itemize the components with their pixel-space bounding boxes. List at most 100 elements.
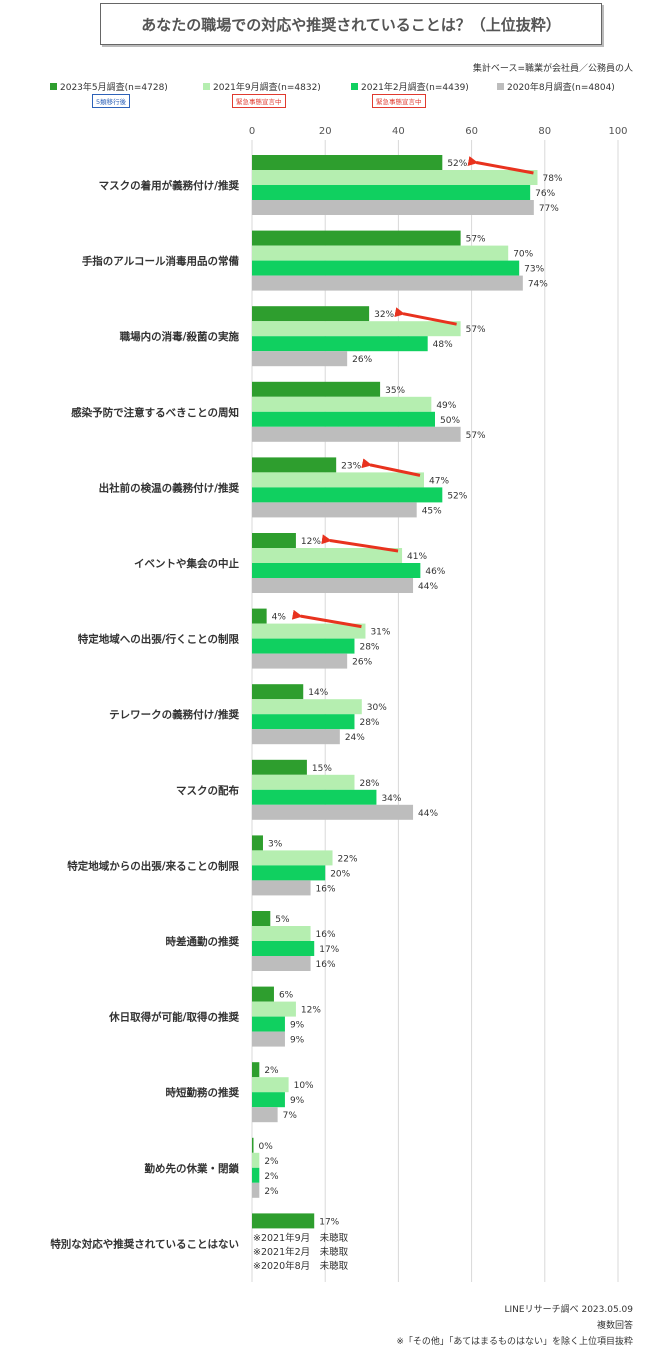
trend-arrow [394,307,457,326]
category-label: 感染予防で注意するべきことの周知 [71,406,239,419]
bar [252,804,414,820]
value-label: 22% [338,854,358,864]
multi-answer-note: 複数回答 [596,1321,633,1331]
value-label: 6% [279,991,294,1001]
base-note: 集計ベース=職業が会社員／公務員の人 [472,64,633,74]
exclusion-note: ※「その他」「あてはまるものはない」を除く上位項目抜粋 [396,1337,633,1347]
bar [252,306,370,322]
bar [252,351,348,367]
bar [252,638,355,654]
value-label: 28% [359,643,379,653]
value-label: 4% [272,613,287,623]
bar [252,835,263,851]
category-label: 特定地域への出張/行くことの制限 [78,633,240,646]
value-label: 16% [316,960,336,970]
value-label: 9% [290,1021,305,1031]
value-label: 5% [275,915,290,925]
legend-item-2020-08: 2020年8月調査(n=4804) [497,80,615,93]
value-label: 16% [316,930,336,940]
value-label: 52% [447,491,467,501]
bar [252,729,340,745]
value-label: 52% [447,159,467,169]
value-label: 16% [316,884,336,894]
bar [252,608,267,624]
value-label: 12% [301,1006,321,1016]
value-label: 17% [319,1217,339,1227]
bar [252,245,509,261]
bar [252,911,271,926]
value-label: 73% [524,265,544,275]
value-label: 28% [359,718,379,728]
bar [252,426,461,442]
not-asked-note: ※2021年2月 未聴取 [253,1247,349,1258]
bar [252,487,443,503]
value-label: 9% [290,1036,305,1046]
bar [252,774,355,790]
bar [252,457,337,473]
bar [252,1137,254,1153]
x-tick-label: 40 [392,126,405,137]
value-label: 7% [283,1111,298,1121]
value-label: 2% [264,1172,279,1182]
category-label: 勤め先の休業・閉鎖 [145,1162,240,1175]
bar [252,170,538,185]
bar [252,699,362,715]
value-label: 32% [374,310,394,320]
bar [252,1001,296,1017]
bar [252,230,461,246]
legend-swatch [351,83,358,90]
bar [252,714,355,730]
category-label: マスクの配布 [176,784,239,797]
value-label: 0% [259,1142,274,1152]
bar [252,396,432,412]
category-label: マスクの着用が義務付け/推奨 [99,179,240,192]
bar [252,623,366,639]
bar [252,684,304,700]
value-label: 34% [381,794,401,804]
value-label: 35% [385,386,405,396]
bar [252,941,315,956]
bar [252,1031,285,1047]
trend-arrow [361,458,421,477]
value-label: 57% [466,325,486,335]
value-label: 26% [352,355,372,365]
value-label: 12% [301,537,321,547]
category-label: イベントや集会の中止 [134,557,239,570]
value-label: 47% [429,476,449,486]
bar [252,260,520,276]
value-label: 41% [407,552,427,562]
bar [252,533,296,548]
bar [252,275,523,291]
category-label: 手指のアルコール消毒用品の常備 [82,255,240,268]
tag-emergency-2021-09: 緊急事態宣言中 [232,94,286,108]
value-label: 44% [418,582,438,592]
bar [252,472,425,488]
value-label: 45% [422,506,442,516]
bar [252,578,414,593]
value-label: 44% [418,809,438,819]
bar [252,321,461,337]
category-label: 出社前の検温の義務付け/推奨 [99,481,240,494]
value-label: 2% [264,1066,279,1076]
legend-swatch [497,83,504,90]
bar [252,1182,260,1198]
value-label: 70% [513,250,533,260]
value-label: 2% [264,1157,279,1167]
not-asked-note: ※2021年9月 未聴取 [253,1233,349,1244]
bar [252,1167,260,1183]
bar [252,789,377,805]
bar [252,1016,285,1032]
bar [252,1092,285,1108]
bar [252,381,381,397]
value-label: 77% [539,204,559,214]
value-label: 10% [294,1081,314,1091]
bar [252,926,311,941]
bar [252,155,443,170]
legend-item-2023-05: 2023年5月調査(n=4728) [50,80,168,93]
category-label: 特定地域からの出張/来ることの制限 [67,859,239,872]
value-label: 57% [466,235,486,245]
value-label: 31% [370,628,390,638]
value-label: 3% [268,839,283,849]
bar [252,1077,289,1093]
